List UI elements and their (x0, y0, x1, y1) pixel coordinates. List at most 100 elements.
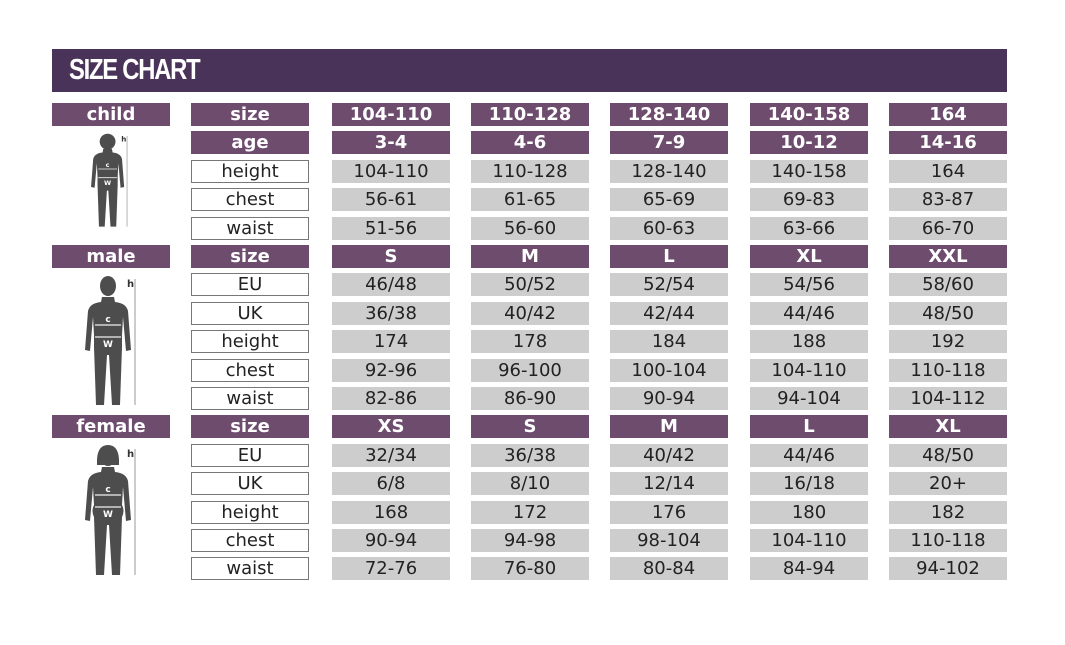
table-cell: 16/18 (750, 472, 868, 496)
table-cell: 40/42 (610, 443, 728, 467)
chest-mark: c (105, 485, 110, 495)
table-cell: 172 (471, 500, 589, 524)
table-cell: 56-61 (332, 188, 450, 212)
table-cell: 50/52 (471, 273, 589, 297)
table-cell: M (471, 245, 589, 268)
table-cell: L (610, 245, 728, 268)
table-cell: 110-118 (889, 529, 1007, 552)
table-cell: 6/8 (332, 472, 450, 496)
table-cell: XL (889, 415, 1007, 439)
table-cell: 178 (471, 330, 589, 354)
table-cell: 7-9 (610, 131, 728, 155)
table-cell: 90-94 (610, 387, 728, 410)
table-cell: 80-84 (610, 557, 728, 581)
table-cell: 82-86 (332, 387, 450, 410)
table-cell: S (332, 245, 450, 268)
row-label-uk: UK (191, 301, 309, 325)
table-cell: 184 (610, 330, 728, 354)
waist-mark: W (103, 510, 113, 520)
table-cell: 54/56 (750, 273, 868, 297)
table-cell: 44/46 (750, 301, 868, 325)
table-cell: 104-112 (889, 387, 1007, 410)
table-cell: 182 (889, 500, 1007, 524)
table-cell: 140-158 (750, 103, 868, 126)
row-label-chest: chest (191, 358, 309, 382)
table-cell: 90-94 (332, 529, 450, 552)
section-label-female: female (52, 415, 170, 439)
male-silhouette-icon: c W h (78, 275, 148, 414)
row-label-eu: EU (191, 443, 309, 467)
height-mark: h (121, 135, 126, 144)
row-label-height: height (191, 500, 309, 524)
table-cell: 128-140 (610, 103, 728, 126)
table-cell: L (750, 415, 868, 439)
table-cell: 66-70 (889, 216, 1007, 240)
table-cell: S (471, 415, 589, 439)
table-cell: 76-80 (471, 557, 589, 581)
table-cell: 110-128 (471, 159, 589, 183)
row-label-height: height (191, 330, 309, 354)
table-cell: M (610, 415, 728, 439)
table-cell: 60-63 (610, 216, 728, 240)
table-cell: 40/42 (471, 301, 589, 325)
height-mark: h (127, 279, 134, 290)
table-cell: 61-65 (471, 188, 589, 212)
page-title: SIZE CHART (69, 54, 201, 86)
table-cell: 192 (889, 330, 1007, 354)
table-cell: 42/44 (610, 301, 728, 325)
table-cell: 94-102 (889, 557, 1007, 581)
table-cell: 8/10 (471, 472, 589, 496)
title-bar: SIZE CHART (52, 49, 1007, 92)
row-label-chest: chest (191, 529, 309, 552)
table-cell: 176 (610, 500, 728, 524)
table-cell: 96-100 (471, 358, 589, 382)
table-cell: 48/50 (889, 443, 1007, 467)
table-cell: 100-104 (610, 358, 728, 382)
chest-mark: c (106, 161, 110, 169)
table-cell: XXL (889, 245, 1007, 268)
row-label-waist: waist (191, 387, 309, 410)
table-cell: 10-12 (750, 131, 868, 155)
table-cell: 83-87 (889, 188, 1007, 212)
table-cell: 3-4 (332, 131, 450, 155)
table-cell: 20+ (889, 472, 1007, 496)
row-label-size: size (191, 415, 309, 439)
table-cell: 44/46 (750, 443, 868, 467)
table-cell: 52/54 (610, 273, 728, 297)
table-cell: 180 (750, 500, 868, 524)
child-silhouette-icon: c W h (86, 133, 136, 233)
table-cell: 164 (889, 159, 1007, 183)
table-cell: 46/48 (332, 273, 450, 297)
table-cell: 94-104 (750, 387, 868, 410)
table-cell: 72-76 (332, 557, 450, 581)
waist-mark: W (103, 340, 113, 350)
table-cell: 110-118 (889, 358, 1007, 382)
table-cell: 12/14 (610, 472, 728, 496)
section-label-male: male (52, 245, 170, 268)
waist-mark: W (104, 179, 111, 187)
row-label-size: size (191, 245, 309, 268)
table-cell: 94-98 (471, 529, 589, 552)
table-cell: 69-83 (750, 188, 868, 212)
row-label-waist: waist (191, 216, 309, 240)
table-cell: 51-56 (332, 216, 450, 240)
table-cell: 104-110 (332, 103, 450, 126)
table-cell: 32/34 (332, 443, 450, 467)
row-label-uk: UK (191, 472, 309, 496)
table-cell: 104-110 (750, 529, 868, 552)
table-cell: 36/38 (471, 443, 589, 467)
table-cell: 86-90 (471, 387, 589, 410)
chest-mark: c (105, 315, 110, 325)
table-cell: 65-69 (610, 188, 728, 212)
table-cell: 110-128 (471, 103, 589, 126)
table-cell: 128-140 (610, 159, 728, 183)
row-label-height: height (191, 159, 309, 183)
section-label-child: child (52, 103, 170, 126)
table-cell: 4-6 (471, 131, 589, 155)
table-cell: 188 (750, 330, 868, 354)
table-cell: XL (750, 245, 868, 268)
female-silhouette-icon: c W h (78, 445, 148, 584)
table-cell: 58/60 (889, 273, 1007, 297)
table-cell: 104-110 (332, 159, 450, 183)
row-label-waist: waist (191, 557, 309, 581)
